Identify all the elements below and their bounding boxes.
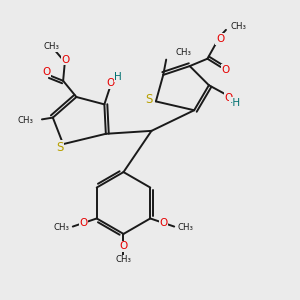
Text: O: O	[225, 93, 233, 103]
Text: O: O	[216, 34, 224, 44]
Text: CH₃: CH₃	[53, 223, 70, 232]
Text: H: H	[114, 72, 122, 82]
Text: O: O	[42, 67, 50, 77]
Text: S: S	[146, 93, 153, 106]
Text: O: O	[106, 78, 115, 88]
Text: CH₃: CH₃	[116, 255, 131, 264]
Text: O: O	[221, 65, 230, 75]
Text: O: O	[119, 241, 128, 251]
Text: ·H: ·H	[230, 98, 241, 108]
Text: CH₃: CH₃	[178, 223, 194, 232]
Text: CH₃: CH₃	[44, 42, 59, 51]
Text: O: O	[80, 218, 88, 228]
Text: S: S	[56, 141, 63, 154]
Text: CH₃: CH₃	[175, 48, 191, 57]
Text: O: O	[159, 218, 167, 228]
Text: CH₃: CH₃	[230, 22, 246, 31]
Text: CH₃: CH₃	[18, 116, 34, 125]
Text: O: O	[61, 55, 70, 64]
